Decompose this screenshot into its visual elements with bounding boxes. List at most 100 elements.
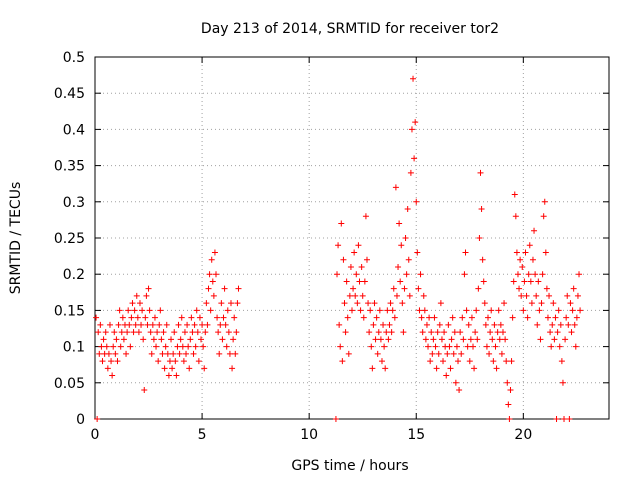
data-point: [446, 343, 453, 350]
data-point: [432, 343, 439, 350]
data-point: [218, 300, 225, 307]
data-point: [423, 321, 430, 328]
data-point: [192, 343, 199, 350]
data-point: [181, 329, 188, 336]
data-point: [548, 343, 555, 350]
data-point: [410, 75, 417, 82]
data-point: [356, 278, 363, 285]
data-point: [210, 292, 217, 299]
data-point: [173, 372, 180, 379]
data-point: [162, 343, 169, 350]
data-point: [147, 329, 154, 336]
data-point: [523, 292, 530, 299]
data-point: [536, 307, 543, 314]
data-point: [381, 343, 388, 350]
data-point: [421, 307, 428, 314]
data-point: [482, 321, 489, 328]
data-point: [400, 329, 407, 336]
data-point: [422, 336, 429, 343]
data-point: [233, 329, 240, 336]
data-point: [399, 300, 406, 307]
data-point: [208, 256, 215, 263]
data-point: [472, 329, 479, 336]
data-point: [373, 314, 380, 321]
data-point: [336, 321, 343, 328]
data-point: [225, 329, 232, 336]
data-point: [213, 271, 220, 278]
data-point: [339, 358, 346, 365]
data-point: [205, 285, 212, 292]
data-point: [519, 263, 526, 270]
data-point: [401, 285, 408, 292]
data-point: [235, 285, 242, 292]
data-point: [193, 307, 200, 314]
data-point: [148, 350, 155, 357]
data-point: [180, 358, 187, 365]
data-point: [359, 292, 366, 299]
data-point: [387, 300, 394, 307]
data-point: [170, 350, 177, 357]
y-tick-label: 0.45: [54, 86, 85, 102]
data-point: [562, 336, 569, 343]
data-point: [541, 198, 548, 205]
data-point: [555, 307, 562, 314]
data-point: [553, 416, 560, 422]
data-point: [211, 249, 218, 256]
data-point: [375, 329, 382, 336]
data-point: [363, 256, 370, 263]
data-point: [558, 358, 565, 365]
data-point: [388, 329, 395, 336]
data-point: [464, 343, 471, 350]
data-point: [204, 321, 211, 328]
data-point: [526, 242, 533, 249]
data-point: [369, 365, 376, 372]
data-points: [93, 75, 584, 422]
data-point: [367, 307, 374, 314]
data-point: [221, 285, 228, 292]
y-tick-label: 0.4: [63, 122, 85, 138]
data-point: [569, 307, 576, 314]
data-point: [404, 206, 411, 213]
data-point: [351, 249, 358, 256]
data-point: [202, 329, 209, 336]
data-point: [561, 416, 568, 422]
data-point: [145, 285, 152, 292]
data-point: [552, 314, 559, 321]
data-point: [352, 292, 359, 299]
data-point: [358, 263, 365, 270]
data-point: [418, 314, 425, 321]
x-axis: 0 5 10 15 20: [91, 57, 532, 443]
data-point: [222, 321, 229, 328]
data-point: [396, 220, 403, 227]
data-point: [374, 350, 381, 357]
data-point: [105, 350, 112, 357]
data-point: [514, 271, 521, 278]
data-point: [455, 358, 462, 365]
y-tick-label: 0.05: [54, 376, 85, 392]
data-point: [332, 416, 339, 422]
data-point: [431, 314, 438, 321]
data-point: [577, 307, 584, 314]
data-point: [168, 336, 175, 343]
data-point: [366, 329, 373, 336]
data-point: [337, 343, 344, 350]
data-point: [201, 365, 208, 372]
data-point: [141, 387, 148, 394]
data-point: [144, 321, 151, 328]
data-point: [491, 321, 498, 328]
x-tick-label: 10: [300, 427, 318, 443]
data-point: [169, 365, 176, 372]
data-point: [93, 314, 100, 321]
data-point: [231, 314, 238, 321]
data-point: [460, 336, 467, 343]
data-point: [467, 336, 474, 343]
data-point: [219, 336, 226, 343]
x-tick-label: 20: [514, 427, 532, 443]
data-point: [566, 416, 573, 422]
data-point: [416, 307, 423, 314]
data-point: [426, 314, 433, 321]
data-point: [568, 329, 575, 336]
data-point: [557, 321, 564, 328]
data-point: [125, 307, 132, 314]
data-point: [377, 336, 384, 343]
